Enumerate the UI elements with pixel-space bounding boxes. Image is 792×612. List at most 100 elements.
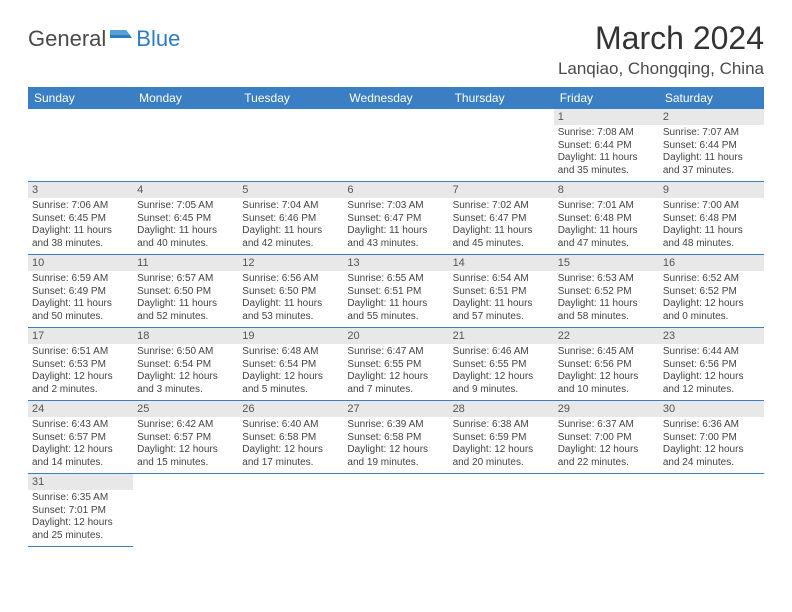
daylight-text: Daylight: 12 hours and 3 minutes. bbox=[137, 371, 234, 396]
calendar-day-cell: 8Sunrise: 7:01 AMSunset: 6:48 PMDaylight… bbox=[554, 182, 659, 255]
logo: General Blue bbox=[28, 26, 180, 52]
sunset-text: Sunset: 6:51 PM bbox=[453, 286, 550, 299]
weekday-header: Wednesday bbox=[343, 87, 448, 109]
day-details: Sunrise: 6:40 AMSunset: 6:58 PMDaylight:… bbox=[238, 417, 343, 473]
sunrise-text: Sunrise: 7:03 AM bbox=[347, 200, 444, 213]
location: Lanqiao, Chongqing, China bbox=[558, 59, 764, 79]
day-details: Sunrise: 6:35 AMSunset: 7:01 PMDaylight:… bbox=[28, 490, 133, 546]
day-number bbox=[449, 109, 554, 125]
daylight-text: Daylight: 12 hours and 25 minutes. bbox=[32, 517, 129, 542]
day-details: Sunrise: 6:37 AMSunset: 7:00 PMDaylight:… bbox=[554, 417, 659, 473]
daylight-text: Daylight: 12 hours and 9 minutes. bbox=[453, 371, 550, 396]
calendar-day-cell: 23Sunrise: 6:44 AMSunset: 6:56 PMDayligh… bbox=[659, 328, 764, 401]
sunset-text: Sunset: 7:00 PM bbox=[558, 432, 655, 445]
day-details: Sunrise: 6:42 AMSunset: 6:57 PMDaylight:… bbox=[133, 417, 238, 473]
calendar-day-cell: 22Sunrise: 6:45 AMSunset: 6:56 PMDayligh… bbox=[554, 328, 659, 401]
day-details: Sunrise: 7:01 AMSunset: 6:48 PMDaylight:… bbox=[554, 198, 659, 254]
sunrise-text: Sunrise: 7:06 AM bbox=[32, 200, 129, 213]
day-number: 9 bbox=[659, 182, 764, 198]
day-number: 6 bbox=[343, 182, 448, 198]
day-details: Sunrise: 6:50 AMSunset: 6:54 PMDaylight:… bbox=[133, 344, 238, 400]
day-number: 12 bbox=[238, 255, 343, 271]
day-details: Sunrise: 6:47 AMSunset: 6:55 PMDaylight:… bbox=[343, 344, 448, 400]
day-details: Sunrise: 7:03 AMSunset: 6:47 PMDaylight:… bbox=[343, 198, 448, 254]
sunrise-text: Sunrise: 7:02 AM bbox=[453, 200, 550, 213]
day-number: 29 bbox=[554, 401, 659, 417]
sunrise-text: Sunrise: 7:05 AM bbox=[137, 200, 234, 213]
sunrise-text: Sunrise: 6:36 AM bbox=[663, 419, 760, 432]
weekday-header-row: SundayMondayTuesdayWednesdayThursdayFrid… bbox=[28, 87, 764, 109]
day-details: Sunrise: 6:45 AMSunset: 6:56 PMDaylight:… bbox=[554, 344, 659, 400]
calendar-day-cell: 3Sunrise: 7:06 AMSunset: 6:45 PMDaylight… bbox=[28, 182, 133, 255]
weekday-header: Thursday bbox=[449, 87, 554, 109]
day-number: 27 bbox=[343, 401, 448, 417]
sunset-text: Sunset: 6:54 PM bbox=[137, 359, 234, 372]
sunrise-text: Sunrise: 6:43 AM bbox=[32, 419, 129, 432]
day-number: 13 bbox=[343, 255, 448, 271]
daylight-text: Daylight: 11 hours and 57 minutes. bbox=[453, 298, 550, 323]
day-number: 25 bbox=[133, 401, 238, 417]
sunset-text: Sunset: 6:49 PM bbox=[32, 286, 129, 299]
daylight-text: Daylight: 11 hours and 48 minutes. bbox=[663, 225, 760, 250]
day-details: Sunrise: 6:57 AMSunset: 6:50 PMDaylight:… bbox=[133, 271, 238, 327]
daylight-text: Daylight: 11 hours and 43 minutes. bbox=[347, 225, 444, 250]
calendar-day-cell: 18Sunrise: 6:50 AMSunset: 6:54 PMDayligh… bbox=[133, 328, 238, 401]
day-number bbox=[238, 109, 343, 125]
day-number bbox=[133, 474, 238, 490]
daylight-text: Daylight: 11 hours and 40 minutes. bbox=[137, 225, 234, 250]
sunrise-text: Sunrise: 6:42 AM bbox=[137, 419, 234, 432]
calendar-day-cell bbox=[238, 474, 343, 547]
sunset-text: Sunset: 6:51 PM bbox=[347, 286, 444, 299]
sunset-text: Sunset: 6:56 PM bbox=[558, 359, 655, 372]
sunset-text: Sunset: 6:55 PM bbox=[347, 359, 444, 372]
daylight-text: Daylight: 12 hours and 7 minutes. bbox=[347, 371, 444, 396]
day-number: 18 bbox=[133, 328, 238, 344]
day-details: Sunrise: 6:53 AMSunset: 6:52 PMDaylight:… bbox=[554, 271, 659, 327]
sunset-text: Sunset: 7:01 PM bbox=[32, 505, 129, 518]
day-number: 17 bbox=[28, 328, 133, 344]
calendar-day-cell: 6Sunrise: 7:03 AMSunset: 6:47 PMDaylight… bbox=[343, 182, 448, 255]
calendar-day-cell: 14Sunrise: 6:54 AMSunset: 6:51 PMDayligh… bbox=[449, 255, 554, 328]
daylight-text: Daylight: 12 hours and 5 minutes. bbox=[242, 371, 339, 396]
daylight-text: Daylight: 11 hours and 47 minutes. bbox=[558, 225, 655, 250]
sunrise-text: Sunrise: 7:08 AM bbox=[558, 127, 655, 140]
sunset-text: Sunset: 6:50 PM bbox=[137, 286, 234, 299]
sunset-text: Sunset: 6:56 PM bbox=[663, 359, 760, 372]
day-details: Sunrise: 7:06 AMSunset: 6:45 PMDaylight:… bbox=[28, 198, 133, 254]
calendar-week-row: 10Sunrise: 6:59 AMSunset: 6:49 PMDayligh… bbox=[28, 255, 764, 328]
day-details: Sunrise: 6:38 AMSunset: 6:59 PMDaylight:… bbox=[449, 417, 554, 473]
day-number: 21 bbox=[449, 328, 554, 344]
calendar-day-cell: 4Sunrise: 7:05 AMSunset: 6:45 PMDaylight… bbox=[133, 182, 238, 255]
calendar-day-cell: 24Sunrise: 6:43 AMSunset: 6:57 PMDayligh… bbox=[28, 401, 133, 474]
day-details: Sunrise: 7:08 AMSunset: 6:44 PMDaylight:… bbox=[554, 125, 659, 181]
daylight-text: Daylight: 11 hours and 52 minutes. bbox=[137, 298, 234, 323]
calendar-day-cell: 19Sunrise: 6:48 AMSunset: 6:54 PMDayligh… bbox=[238, 328, 343, 401]
day-number: 31 bbox=[28, 474, 133, 490]
calendar-day-cell: 1Sunrise: 7:08 AMSunset: 6:44 PMDaylight… bbox=[554, 109, 659, 182]
calendar-week-row: 3Sunrise: 7:06 AMSunset: 6:45 PMDaylight… bbox=[28, 182, 764, 255]
calendar-day-cell: 7Sunrise: 7:02 AMSunset: 6:47 PMDaylight… bbox=[449, 182, 554, 255]
day-details: Sunrise: 7:07 AMSunset: 6:44 PMDaylight:… bbox=[659, 125, 764, 181]
day-number: 7 bbox=[449, 182, 554, 198]
weekday-header: Saturday bbox=[659, 87, 764, 109]
day-details: Sunrise: 7:00 AMSunset: 6:48 PMDaylight:… bbox=[659, 198, 764, 254]
sunrise-text: Sunrise: 6:39 AM bbox=[347, 419, 444, 432]
logo-text-1: General bbox=[28, 26, 106, 52]
daylight-text: Daylight: 12 hours and 24 minutes. bbox=[663, 444, 760, 469]
day-number: 16 bbox=[659, 255, 764, 271]
sunrise-text: Sunrise: 6:57 AM bbox=[137, 273, 234, 286]
calendar-day-cell: 26Sunrise: 6:40 AMSunset: 6:58 PMDayligh… bbox=[238, 401, 343, 474]
daylight-text: Daylight: 11 hours and 53 minutes. bbox=[242, 298, 339, 323]
calendar-day-cell bbox=[238, 109, 343, 182]
sunset-text: Sunset: 6:58 PM bbox=[242, 432, 339, 445]
sunrise-text: Sunrise: 7:04 AM bbox=[242, 200, 339, 213]
sunrise-text: Sunrise: 6:38 AM bbox=[453, 419, 550, 432]
calendar-day-cell: 12Sunrise: 6:56 AMSunset: 6:50 PMDayligh… bbox=[238, 255, 343, 328]
day-number bbox=[343, 474, 448, 490]
calendar-day-cell: 30Sunrise: 6:36 AMSunset: 7:00 PMDayligh… bbox=[659, 401, 764, 474]
sunset-text: Sunset: 6:47 PM bbox=[453, 213, 550, 226]
sunrise-text: Sunrise: 7:07 AM bbox=[663, 127, 760, 140]
sunset-text: Sunset: 6:46 PM bbox=[242, 213, 339, 226]
day-details: Sunrise: 6:39 AMSunset: 6:58 PMDaylight:… bbox=[343, 417, 448, 473]
weekday-header: Monday bbox=[133, 87, 238, 109]
